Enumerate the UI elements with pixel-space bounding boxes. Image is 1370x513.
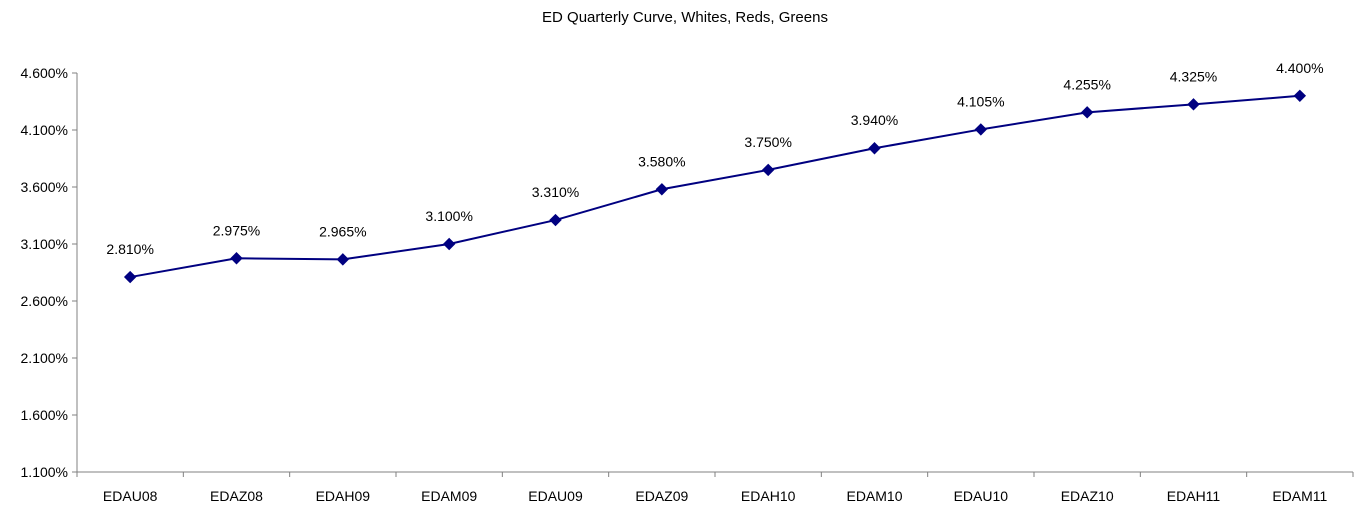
data-label: 3.750% <box>744 134 791 150</box>
data-point-marker <box>868 142 881 155</box>
x-tick-label: EDAU09 <box>528 488 583 504</box>
data-label: 2.975% <box>213 222 260 238</box>
y-tick-label: 2.600% <box>21 293 68 309</box>
x-tick-label: EDAZ08 <box>210 488 263 504</box>
data-label: 4.255% <box>1063 76 1110 92</box>
series-line <box>129 94 1300 279</box>
y-tick-label: 4.100% <box>21 122 68 138</box>
series-layer: 2.810% 2.975% 2.965% 3.100% 3.310% 3.580% 3.75… <box>106 60 1324 284</box>
chart-title: ED Quarterly Curve, Whites, Reds, Greens <box>542 9 828 26</box>
data-label: 4.325% <box>1170 68 1217 84</box>
x-axis: EDAU08 EDAZ08 EDAH09 EDAM09 EDAU09 EDAZ09 EDAH… <box>76 471 1354 504</box>
y-axis: 1.100% 1.600% 2.100% 2.600% 3.100% 3.600% 4.10… <box>21 65 78 480</box>
data-point-marker <box>974 123 988 136</box>
data-point-marker <box>1293 89 1307 103</box>
x-tick-label: EDAM09 <box>421 488 477 504</box>
data-point-marker <box>442 237 456 251</box>
data-label: 3.580% <box>638 153 685 169</box>
data-label: 2.965% <box>319 223 366 239</box>
y-tick-label: 3.600% <box>21 179 68 195</box>
data-label: 3.100% <box>425 208 472 224</box>
x-tick-label: EDAU10 <box>954 488 1009 504</box>
data-point-marker <box>1080 106 1094 119</box>
data-point-marker <box>1187 98 1200 111</box>
x-tick-label: EDAU08 <box>103 488 158 504</box>
data-point-marker <box>123 270 137 284</box>
x-tick-label: EDAM10 <box>846 488 902 504</box>
data-point-marker <box>336 253 350 266</box>
x-tick-label: EDAH10 <box>741 488 796 504</box>
data-point-marker <box>761 163 775 177</box>
y-tick-label: 3.100% <box>21 236 68 252</box>
data-point-marker <box>655 183 669 196</box>
y-tick-label: 4.600% <box>21 65 68 81</box>
x-tick-label: EDAH09 <box>316 488 371 504</box>
data-label: 4.105% <box>957 93 1004 109</box>
data-label: 3.310% <box>532 184 579 200</box>
data-label: 4.400% <box>1276 60 1323 76</box>
data-label: 3.940% <box>851 112 898 128</box>
y-tick-label: 1.100% <box>21 464 68 480</box>
x-tick-label: EDAZ09 <box>635 488 688 504</box>
y-tick-label: 2.100% <box>21 350 68 366</box>
data-point-marker <box>230 252 243 265</box>
x-tick-label: EDAZ10 <box>1061 488 1114 504</box>
y-tick-label: 1.600% <box>21 407 68 423</box>
x-tick-label: EDAM11 <box>1272 488 1327 504</box>
x-tick-label: EDAH11 <box>1167 488 1221 504</box>
data-point-marker <box>549 213 562 227</box>
data-label: 2.810% <box>106 241 153 257</box>
